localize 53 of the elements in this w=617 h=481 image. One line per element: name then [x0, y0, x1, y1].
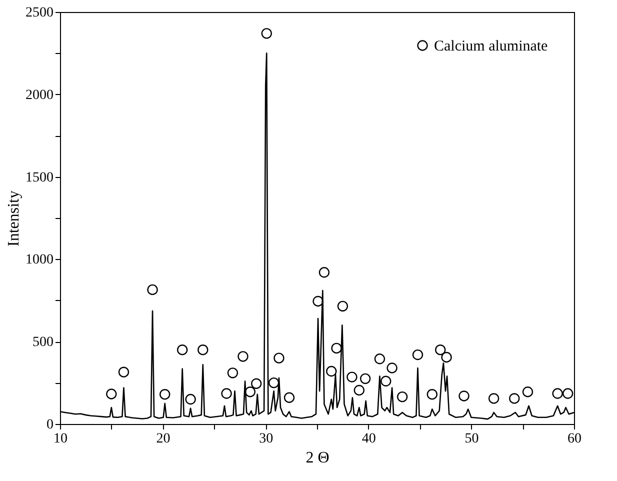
point — [176, 344, 188, 356]
point — [198, 344, 208, 356]
legend-label: Calcium aluminate — [434, 38, 548, 54]
x-tick-label: 10 — [54, 432, 68, 446]
point — [238, 351, 248, 362]
point — [396, 391, 408, 402]
point — [552, 388, 563, 399]
point — [244, 386, 256, 398]
point — [318, 267, 330, 278]
point — [426, 389, 438, 400]
point — [509, 393, 520, 404]
y-tick-label: 500 — [32, 335, 54, 350]
point — [106, 388, 117, 400]
point — [412, 349, 424, 360]
point — [386, 362, 398, 374]
point — [374, 354, 386, 364]
point — [337, 300, 348, 312]
point — [522, 386, 534, 398]
point — [251, 378, 262, 389]
y-axis-title: Intensity — [6, 190, 22, 246]
x-tick-label: 50 — [464, 432, 479, 446]
point — [488, 393, 500, 404]
point — [221, 388, 232, 399]
point — [360, 373, 371, 384]
point — [274, 352, 284, 364]
point — [284, 392, 295, 403]
point — [185, 394, 196, 405]
y-tick-label: 2500 — [26, 6, 54, 20]
point — [380, 376, 392, 386]
y-tick-label: 0 — [46, 418, 54, 432]
point — [326, 366, 337, 377]
point — [261, 28, 272, 39]
y-tick-label: 1500 — [26, 170, 54, 186]
point — [435, 344, 446, 356]
point — [354, 384, 364, 396]
point — [147, 284, 158, 296]
y-tick-label: 1000 — [26, 252, 54, 268]
y-tick-label: 2000 — [26, 88, 54, 103]
x-tick-label: 40 — [362, 432, 376, 446]
point — [441, 352, 452, 363]
point — [346, 372, 358, 382]
point — [160, 389, 170, 400]
point — [458, 390, 470, 402]
point — [227, 368, 238, 378]
x-axis-title: 2 Θ — [306, 450, 330, 466]
x-tick-label: 30 — [259, 432, 274, 446]
point — [331, 342, 342, 354]
point — [312, 296, 324, 307]
x-tick-label: 20 — [156, 432, 170, 446]
x-tick-label: 60 — [568, 432, 582, 446]
point — [562, 388, 574, 399]
point — [268, 377, 280, 388]
point — [118, 366, 130, 378]
